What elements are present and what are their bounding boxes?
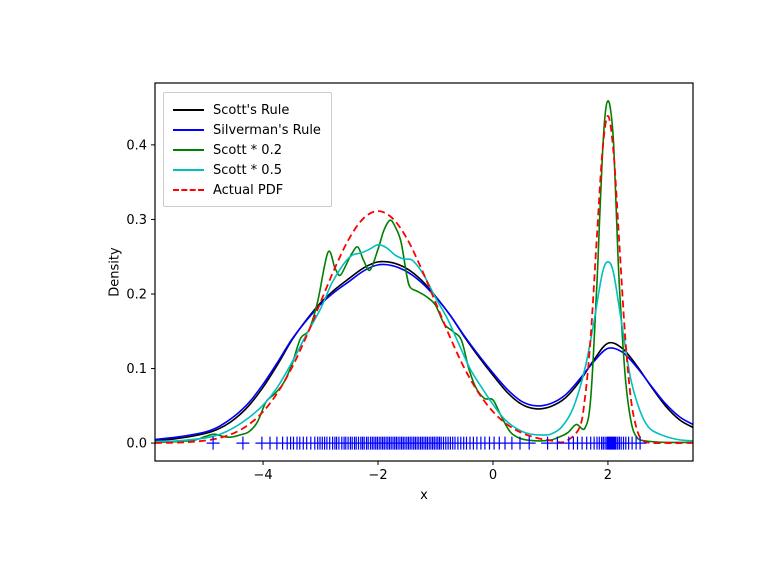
legend-entry-scott-0-2: Scott * 0.2 [173, 140, 321, 160]
legend-line-swatch [173, 169, 204, 171]
y-tick-label: 0.1 [126, 362, 147, 377]
legend-line-swatch [173, 109, 204, 111]
x-tick-label: −2 [368, 468, 387, 483]
legend-label: Scott * 0.2 [213, 142, 282, 158]
y-axis-label: Density [107, 247, 123, 297]
x-tick-label: 2 [604, 468, 612, 483]
x-tick-label: −4 [253, 468, 272, 483]
legend-label: Actual PDF [213, 182, 284, 198]
legend-line-swatch [173, 189, 204, 191]
axes-frame [154, 82, 694, 462]
legend: Scott's Rule Silverman's Rule Scott * 0.2 S… [163, 92, 332, 207]
x-tick-label: 0 [489, 468, 497, 483]
series-actual-pdf [155, 114, 693, 445]
y-tick-label: 0.4 [126, 138, 147, 153]
y-tick-label: 0.3 [126, 213, 147, 228]
legend-entry-silverman-s-rule: Silverman's Rule [173, 120, 321, 140]
legend-entry-actual-pdf: Actual PDF [173, 180, 321, 200]
series-scott-0-5 [155, 243, 693, 443]
series-scott-s-rule [155, 260, 693, 441]
series-silverman-s-rule [155, 263, 693, 441]
rug-plot-markers [206, 436, 647, 450]
legend-line-swatch [173, 129, 204, 131]
series-scott-0-2 [155, 100, 693, 444]
legend-label: Silverman's Rule [213, 122, 321, 138]
y-tick-label: 0.2 [126, 287, 147, 302]
legend-label: Scott's Rule [213, 102, 290, 118]
legend-entry-scott-0-5: Scott * 0.5 [173, 160, 321, 180]
x-axis-label: x [420, 488, 428, 503]
legend-entry-scott-s-rule: Scott's Rule [173, 100, 321, 120]
legend-line-swatch [173, 149, 204, 151]
y-tick-label: 0.0 [126, 437, 147, 452]
legend-label: Scott * 0.5 [213, 162, 282, 178]
